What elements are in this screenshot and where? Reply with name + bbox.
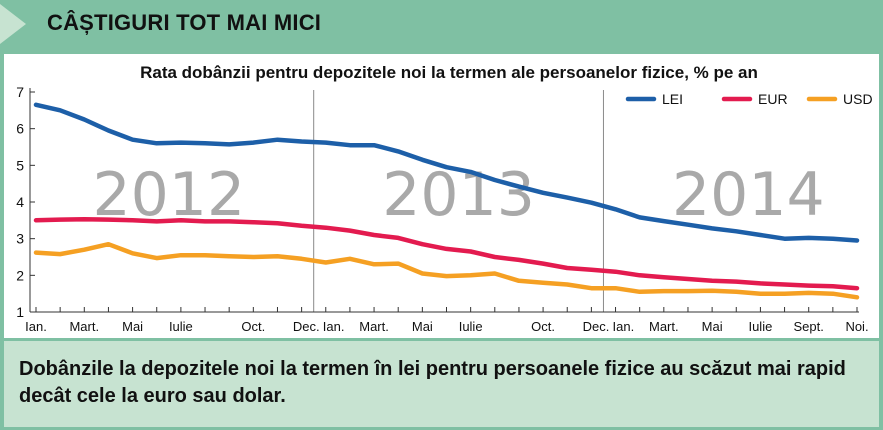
- y-tick-label: 6: [16, 121, 24, 137]
- x-tick-label: Ian.: [323, 319, 345, 334]
- caption-text: Dobânzile la depozitele noi la termen în…: [19, 358, 846, 407]
- page-title: CÂȘTIGURI TOT MAI MICI: [47, 10, 322, 35]
- x-tick-label: Mai: [122, 319, 143, 334]
- series-line-usd: [33, 241, 860, 300]
- legend: LEI EUR USD: [625, 91, 873, 107]
- year-watermark-label: 2014: [672, 160, 825, 230]
- y-tick-label: 3: [16, 231, 24, 247]
- x-tick-label: Iulie: [169, 319, 193, 334]
- line-chart: Rata dobânzii pentru depozitele noi la t…: [16, 63, 873, 334]
- y-tick-label: 4: [16, 194, 24, 210]
- legend-label-lei: LEI: [662, 91, 683, 107]
- x-tick-label: Mart.: [359, 319, 389, 334]
- year-dividers: [313, 90, 604, 312]
- x-tick-label: Iulie: [748, 319, 772, 334]
- x-tick-label: Noi.: [845, 319, 868, 334]
- legend-label-eur: EUR: [758, 91, 788, 107]
- series-lines: [33, 102, 860, 300]
- y-tick-label: 1: [16, 304, 24, 320]
- x-tick-label: Sept.: [794, 319, 824, 334]
- x-tick-label: Mai: [702, 319, 723, 334]
- chart-panel: Rata dobânzii pentru depozitele noi la t…: [4, 54, 879, 338]
- x-tick-label: Mart.: [69, 319, 99, 334]
- series-line-lei: [33, 102, 860, 243]
- y-tick-label: 5: [16, 157, 24, 173]
- x-tick-label: Dec.: [293, 319, 320, 334]
- x-tick-label: Iulie: [459, 319, 483, 334]
- header-bar: CÂȘTIGURI TOT MAI MICI: [0, 0, 883, 50]
- x-tick-label: Ian.: [613, 319, 635, 334]
- header-arrow-icon: [0, 4, 26, 44]
- x-tick-label: Oct.: [531, 319, 555, 334]
- x-tick-label: Mai: [412, 319, 433, 334]
- x-tick-label: Mart.: [649, 319, 679, 334]
- legend-label-usd: USD: [843, 91, 873, 107]
- series-line-eur: [33, 216, 860, 291]
- y-tick-label: 2: [16, 267, 24, 283]
- chart-title: Rata dobânzii pentru depozitele noi la t…: [140, 63, 758, 82]
- y-axis: 1 2 3 4 5 6 7: [16, 84, 35, 320]
- y-tick-label: 7: [16, 84, 24, 100]
- x-axis: Ian. Mart. Mai Iulie Oct. Dec. Ian. Mart. Mai Iul…: [25, 307, 869, 334]
- x-tick-label: Oct.: [241, 319, 265, 334]
- x-tick-label: Dec.: [583, 319, 610, 334]
- caption-box: Dobânzile la depozitele noi la termen în…: [4, 341, 879, 427]
- x-tick-label: Ian.: [25, 319, 47, 334]
